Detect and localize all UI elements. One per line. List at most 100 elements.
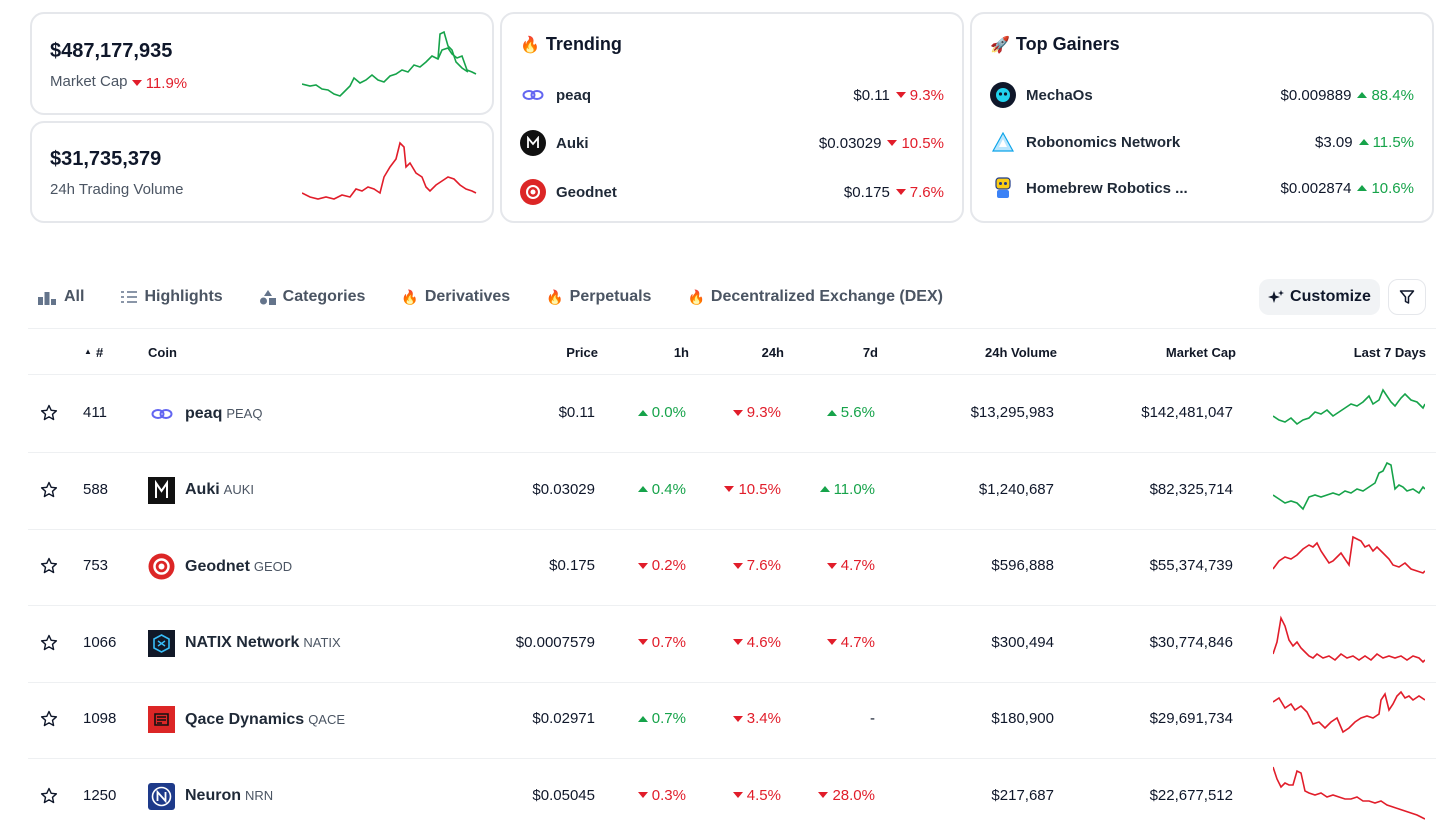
auki-icon (148, 476, 175, 504)
row-sparkline (1273, 535, 1425, 574)
list-icon (121, 291, 138, 303)
shapes-icon (259, 290, 276, 305)
row-rank: 411 (83, 404, 107, 421)
row-change-1h-value: 0.0% (651, 404, 686, 421)
gainer-item[interactable]: Homebrew Robotics ... $0.002874 10.6% (990, 174, 1414, 202)
trending-item-price: $0.03029 (818, 134, 882, 152)
row-coin[interactable]: peaq PEAQ (148, 400, 262, 427)
table-row[interactable]: 753 Geodnet GEOD $0.175 0.2% 7.6% 4.7% $5… (28, 529, 1436, 606)
header-rank[interactable]: # (96, 345, 104, 360)
filter-icon (1399, 290, 1415, 304)
trending-item[interactable]: Auki $0.03029 10.5% (520, 129, 944, 157)
table-row[interactable]: 411 peaq PEAQ $0.11 0.0% 9.3% 5.6% $13,29… (28, 376, 1436, 453)
star-icon[interactable] (40, 634, 58, 656)
tab-dex[interactable]: 🔥 Decentralized Exchange (DEX) (687, 288, 943, 306)
gainer-item[interactable]: Robonomics Network $3.09 11.5% (990, 128, 1414, 156)
tab-derivatives[interactable]: 🔥 Derivatives (401, 288, 510, 306)
row-change-7d-value: 11.0% (833, 480, 875, 498)
star-icon[interactable] (40, 710, 58, 732)
caret-down-icon (895, 92, 906, 98)
row-change-1h-value: 0.4% (651, 480, 686, 498)
header-1h[interactable]: 1h (673, 345, 689, 360)
row-coin-name[interactable]: Auki (185, 481, 220, 498)
row-market-cap: $22,677,512 (1149, 786, 1233, 804)
star-icon[interactable] (40, 481, 58, 503)
row-coin-name[interactable]: peaq (185, 404, 223, 422)
row-coin-name[interactable]: Qace Dynamics (185, 710, 305, 728)
row-change-7d: 5.6% (826, 404, 875, 421)
star-icon[interactable] (40, 787, 58, 809)
top-gainers-card[interactable]: 🚀 Top Gainers MechaOs $0.009889 88.4% Ro… (970, 12, 1434, 223)
tab-all[interactable]: All (36, 288, 84, 306)
caret-down-icon (732, 715, 743, 722)
table-row[interactable]: 588 Auki AUKI $0.03029 0.4% 10.5% 11.0% $… (28, 453, 1436, 530)
row-change-7d: - (870, 710, 875, 727)
row-coin-name[interactable]: Neuron (185, 787, 241, 804)
star-icon[interactable] (40, 557, 58, 579)
gainer-item-change: 10.6% (1357, 180, 1414, 197)
trending-item-change-value: 7.6% (909, 183, 944, 201)
row-coin[interactable]: NATIX Network NATIX (148, 629, 341, 657)
header-market-cap[interactable]: Market Cap (1165, 345, 1236, 360)
trending-item[interactable]: Geodnet $0.175 7.6% (520, 178, 944, 206)
row-volume: $1,240,687 (978, 480, 1054, 498)
gainer-item[interactable]: MechaOs $0.009889 88.4% (990, 81, 1414, 109)
header-7d[interactable]: 7d (862, 345, 878, 360)
gainer-item-name: MechaOs (1026, 86, 1093, 104)
trending-item[interactable]: peaq $0.11 9.3% (520, 81, 944, 109)
customize-label: Customize (1290, 288, 1371, 305)
row-coin[interactable]: Auki AUKI (148, 476, 254, 504)
tab-categories[interactable]: Categories (259, 288, 365, 306)
table-row[interactable]: 1250 Neuron NRN $0.05045 0.3% 4.5% 28.0% … (28, 759, 1436, 834)
trending-item-change: 10.5% (887, 135, 944, 152)
trending-item-change: 9.3% (895, 87, 944, 104)
row-change-7d-value: 28.0% (832, 786, 875, 804)
filter-button[interactable] (1388, 279, 1426, 315)
row-price: $0.03029 (532, 480, 595, 498)
caret-down-icon (131, 80, 142, 86)
volume-sparkline (302, 141, 477, 200)
row-change-1h-value: 0.3% (651, 786, 686, 804)
table-row[interactable]: 1066 NATIX Network NATIX $0.0007579 0.7% … (28, 606, 1436, 683)
row-sparkline (1273, 766, 1425, 820)
row-change-24h: 9.3% (732, 404, 781, 421)
header-24h[interactable]: 24h (761, 345, 784, 360)
tab-all-label: All (64, 288, 85, 305)
sparkle-icon (1268, 290, 1285, 303)
row-coin[interactable]: Geodnet GEOD (148, 553, 292, 580)
tab-highlights[interactable]: Highlights (120, 288, 223, 306)
market-cap-card[interactable]: $487,177,935 Market Cap 11.9% (30, 12, 494, 115)
mechaos-icon (990, 82, 1016, 108)
customize-button[interactable]: Customize (1259, 279, 1380, 315)
caret-down-icon (637, 792, 648, 798)
header-price[interactable]: Price (566, 345, 598, 360)
row-coin[interactable]: Neuron NRN (148, 782, 273, 810)
tab-derivatives-label: Derivatives (424, 288, 511, 305)
row-change-7d: 28.0% (818, 787, 875, 804)
row-market-cap: $142,481,047 (1141, 404, 1233, 421)
table-row[interactable]: 1098 Qace Dynamics QACE $0.02971 0.7% 3.4… (28, 682, 1436, 759)
header-coin[interactable]: Coin (148, 345, 177, 360)
caret-down-icon (818, 792, 829, 798)
tab-highlights-label: Highlights (144, 288, 223, 305)
trending-item-price: $0.175 (843, 183, 890, 201)
trending-item-name: Auki (556, 134, 589, 152)
sort-asc-icon[interactable]: ▲ (84, 347, 92, 356)
row-coin-name[interactable]: NATIX Network (185, 634, 300, 651)
gainer-item-change: 11.5% (1358, 134, 1414, 151)
row-change-7d: 4.7% (826, 634, 875, 651)
trending-card[interactable]: 🔥 Trending peaq $0.11 9.3% Auki $0.03029… (500, 12, 964, 223)
header-volume[interactable]: 24h Volume (984, 345, 1057, 360)
peaq-icon (148, 400, 175, 427)
tab-perpetuals[interactable]: 🔥 Perpetuals (546, 288, 651, 306)
caret-down-icon (732, 409, 743, 416)
row-coin-name[interactable]: Geodnet (185, 557, 250, 575)
volume-card[interactable]: $31,735,379 24h Trading Volume (30, 121, 494, 223)
geodnet-icon (148, 553, 175, 580)
row-coin[interactable]: Qace Dynamics QACE (148, 706, 345, 733)
row-change-24h-value: 3.4% (746, 710, 781, 727)
star-icon[interactable] (40, 404, 58, 426)
row-change-1h: 0.4% (637, 480, 686, 498)
caret-up-icon (637, 715, 648, 722)
row-sparkline-line (1273, 461, 1425, 510)
